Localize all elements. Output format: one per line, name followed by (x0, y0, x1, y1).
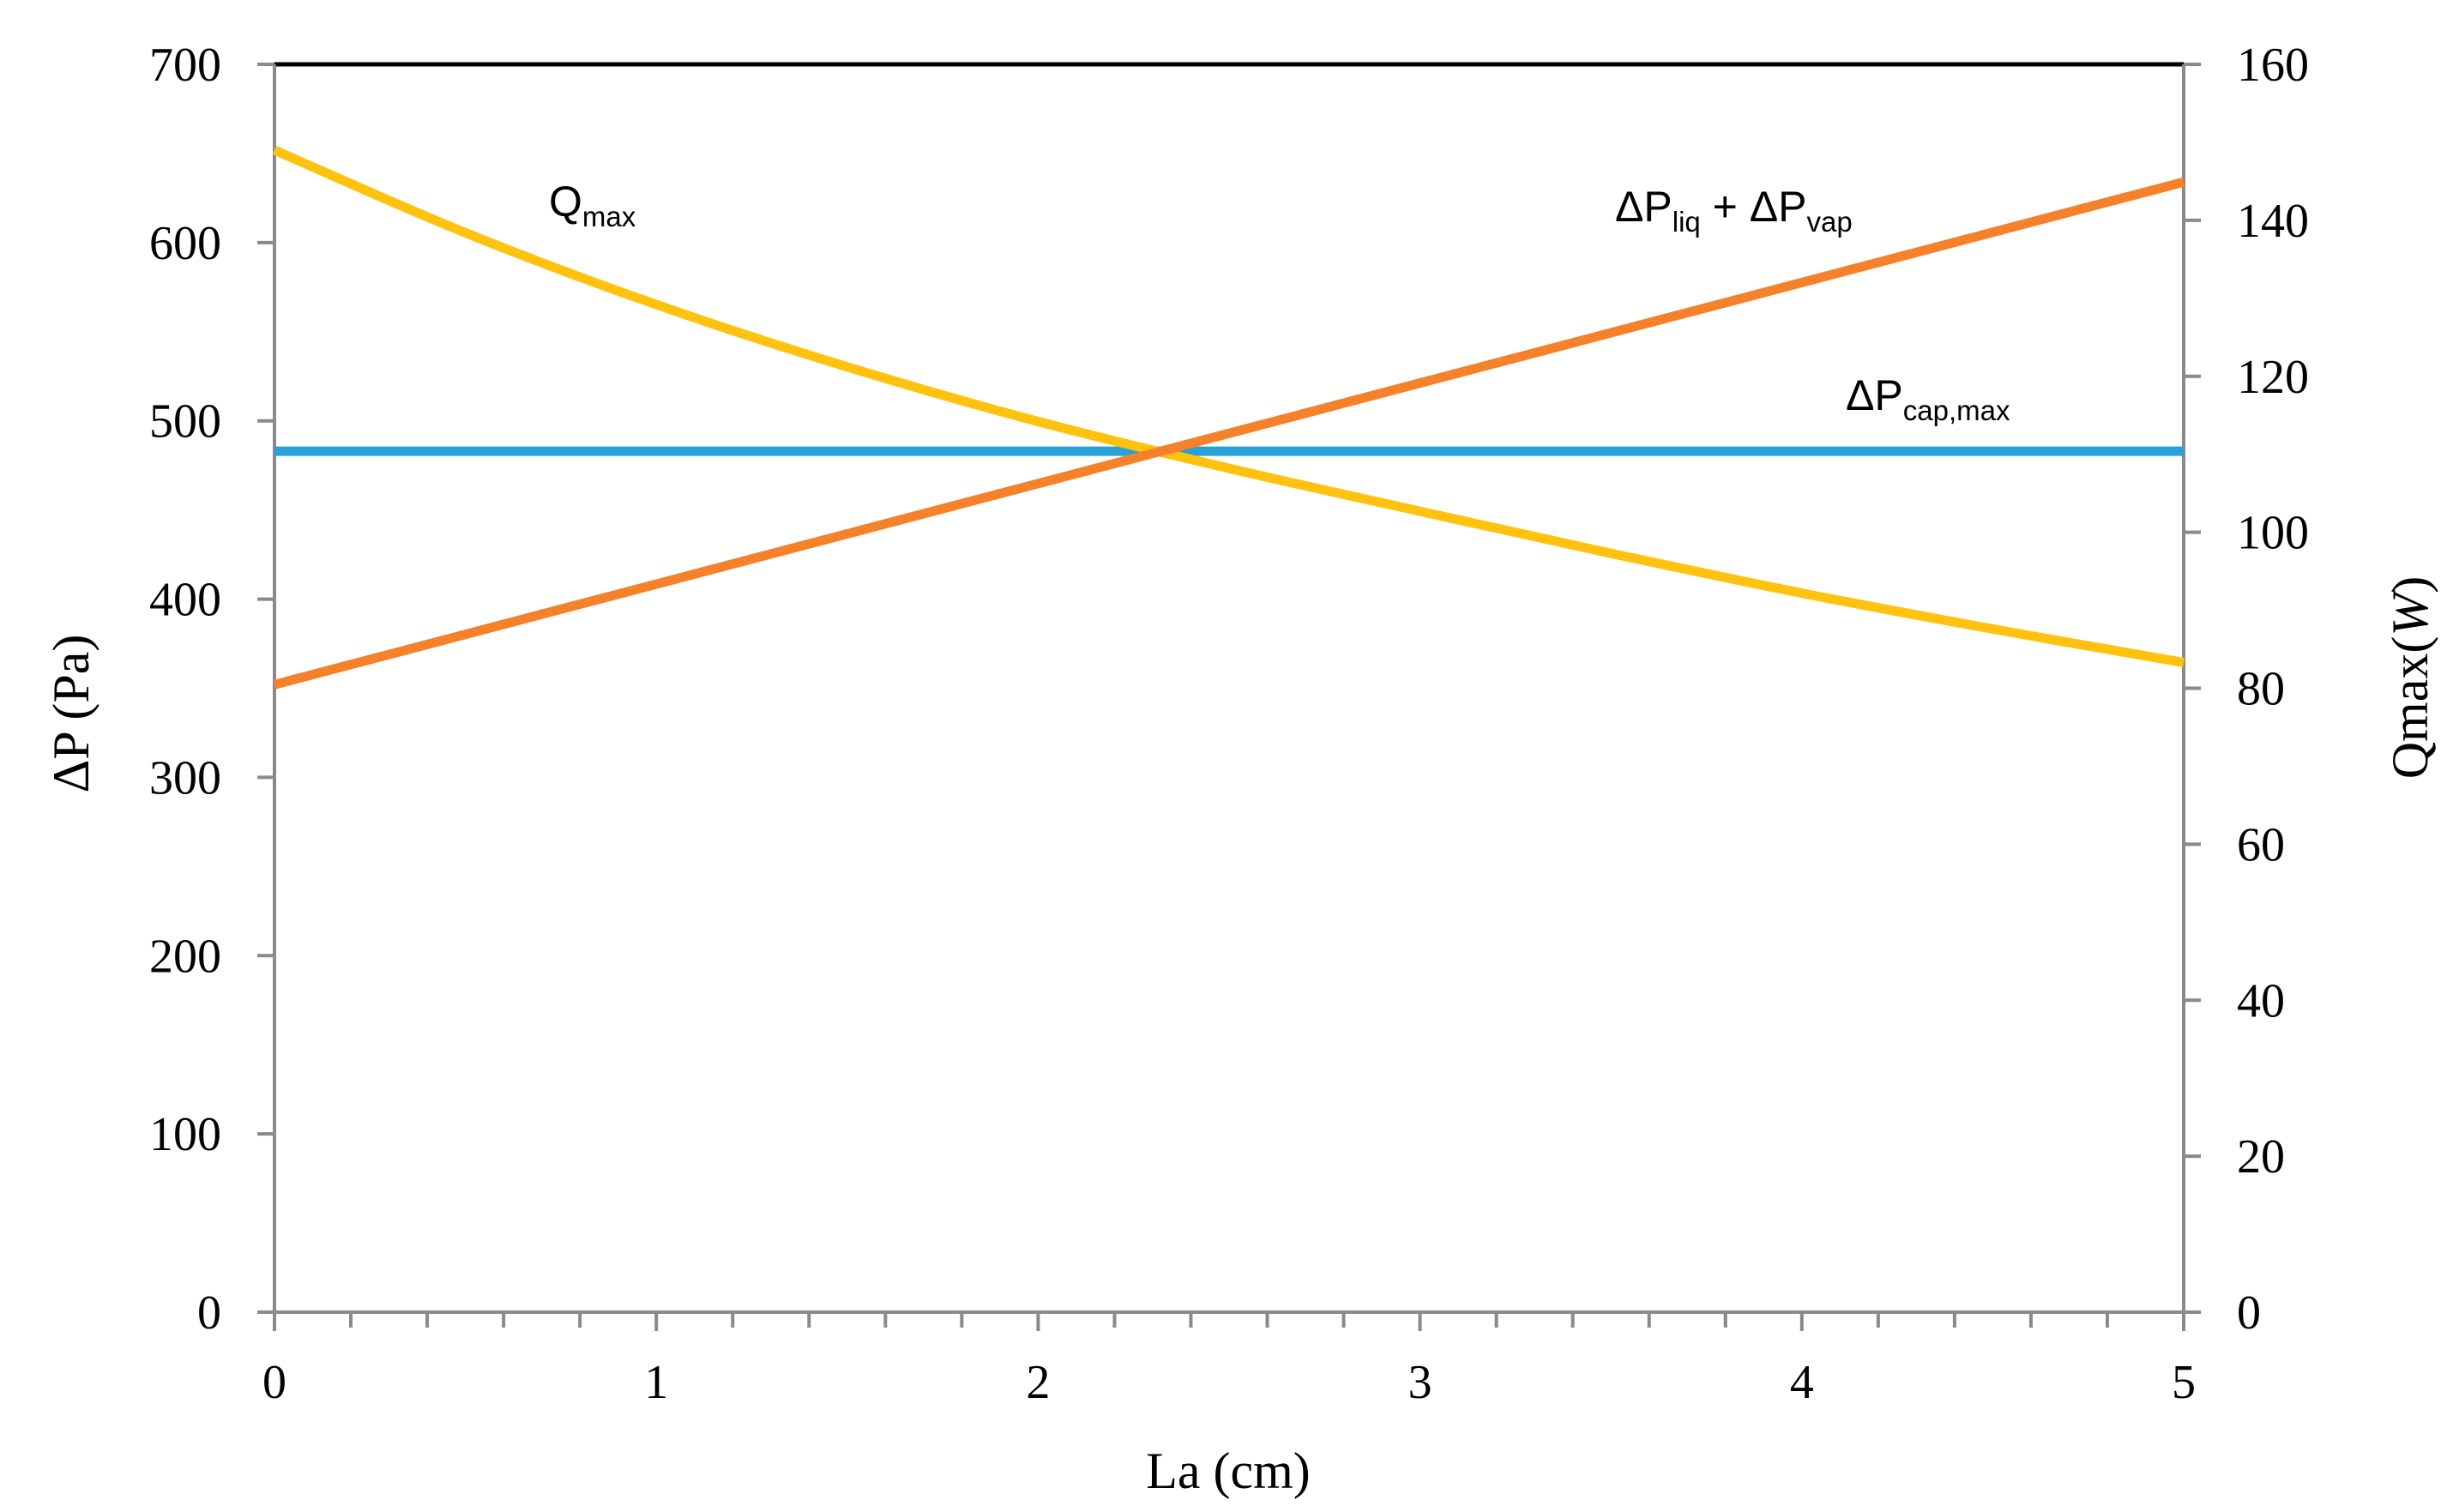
y-right-axis-title-unit: W (2382, 589, 2438, 636)
annotation-dp-liq-sub: liq (1673, 206, 1701, 238)
y-right-tick-label: 0 (2237, 1286, 2261, 1340)
x-tick-label: 3 (1408, 1356, 1432, 1409)
y-right-tick-label: 20 (2237, 1130, 2285, 1184)
x-minor-ticks (349, 1312, 2109, 1328)
annotation-dp-liq-main: ΔP (1615, 183, 1673, 231)
y-left-axis-title: ΔP (Pa) (43, 635, 99, 793)
axes (257, 62, 2201, 1331)
annotation-qmax-main: Q (549, 178, 582, 226)
y-right-axis-title-main: Qmax( (2382, 636, 2438, 780)
annotation-plus: + (1701, 183, 1750, 231)
y-left-tick-label: 400 (149, 574, 221, 627)
y-right-axis-title: Qmax(W) (2382, 576, 2438, 780)
annotation-dp-vap-sub: vap (1807, 206, 1853, 238)
series-line-qmax (272, 145, 2185, 667)
annotation-dp-vap-main: ΔP (1750, 183, 1807, 231)
y-left-tick-label: 0 (197, 1286, 221, 1340)
x-tick-label: 5 (2172, 1356, 2196, 1409)
y-left-tick-label: 200 (149, 930, 221, 983)
annotation-dp-liq-vap: ΔPliq + ΔPvap (1615, 183, 1853, 238)
x-tick-label: 0 (262, 1356, 286, 1409)
y-right-axis-title-close: ) (2382, 576, 2438, 593)
y-left-tick-label: 100 (149, 1108, 221, 1161)
y-right-tick-label: 100 (2237, 507, 2309, 560)
y-right-tick-label: 120 (2237, 351, 2309, 404)
series-lines (272, 145, 2185, 690)
y-left-tick-label: 500 (149, 395, 221, 449)
annotation-qmax: Qmax (549, 178, 636, 232)
x-tick-label: 2 (1026, 1356, 1050, 1409)
annotation-dp-cap-main: ΔP (1846, 371, 1903, 419)
x-tick-label: 1 (644, 1356, 668, 1409)
y-left-tick-label: 700 (149, 39, 221, 92)
y-left-tick-label: 600 (149, 217, 221, 270)
annotation-dp-cap-max: ΔPcap,max (1846, 371, 2010, 426)
x-tick-label: 4 (1790, 1356, 1814, 1409)
y-right-tick-label: 160 (2237, 39, 2309, 92)
annotation-dp-cap-sub: cap,max (1903, 395, 2010, 426)
annotation-qmax-sub: max (582, 201, 636, 232)
y-left-tick-label: 300 (149, 751, 221, 804)
y-right-tick-label: 40 (2237, 974, 2285, 1027)
y-right-tick-label: 80 (2237, 663, 2285, 716)
series-line-dp-liq-vap (273, 177, 2185, 690)
y-right-tick-label: 60 (2237, 818, 2285, 871)
tick-labels: 0100200300400500600700020406080100120140… (149, 39, 2309, 1409)
y-right-tick-label: 140 (2237, 195, 2309, 248)
x-axis-title: La (cm) (1146, 1443, 1311, 1499)
